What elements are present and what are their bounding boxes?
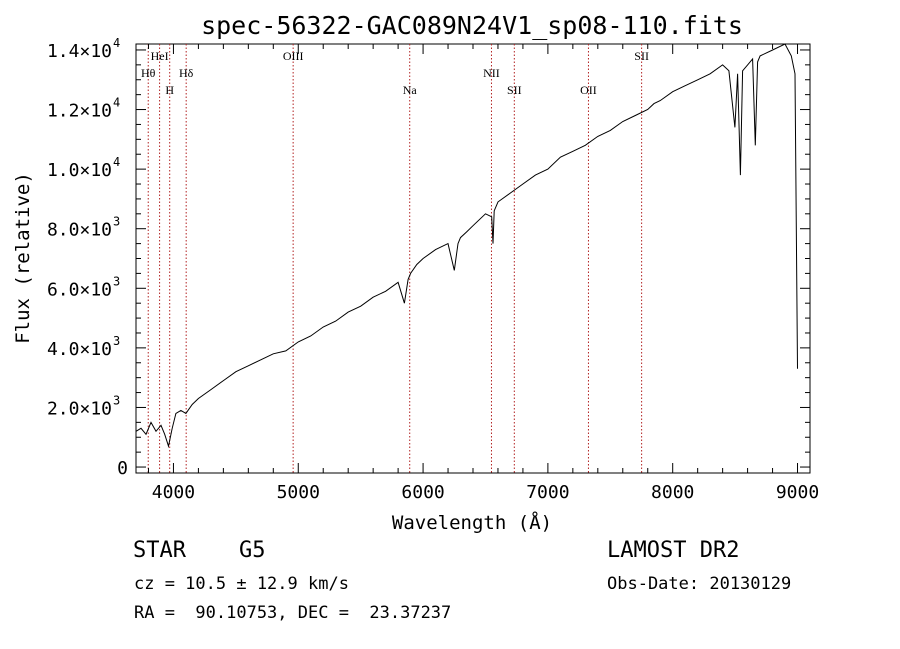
y-tick-mantissa: 6.0×10 (47, 279, 112, 300)
x-tick-label: 9000 (776, 482, 819, 503)
y-tick-label: 1.0×10 4 (47, 155, 120, 181)
redshift-info: cz = 10.5 ± 12.9 km/s (134, 574, 349, 594)
x-axis-ticks: 4000 5000 6000 7000 8000 9000 (147, 44, 819, 503)
line-label: OII (580, 83, 597, 97)
y-tick-mantissa: 8.0×10 (47, 220, 112, 241)
y-tick-exponent: 4 (113, 155, 120, 169)
y-tick-label: 6.0×10 3 (47, 274, 120, 300)
y-tick-exponent: 3 (113, 215, 120, 229)
line-markers: Hθ HeI H Hδ OIII Na NII SII OII SII (141, 44, 649, 473)
x-tick-label: 7000 (526, 482, 569, 503)
chart-title: spec-56322-GAC089N24V1_sp08-110.fits (201, 11, 743, 40)
y-tick-mantissa: 1.0×10 (47, 160, 112, 181)
object-class: STAR G5 (133, 538, 266, 563)
spectrum-chart: spec-56322-GAC089N24V1_sp08-110.fits HθH… (12, 11, 819, 534)
y-tick-mantissa: 1.2×10 (47, 101, 112, 122)
plot-frame (135, 43, 811, 474)
x-tick-label: 6000 (401, 482, 444, 503)
coordinates: RA = 90.10753, DEC = 23.37237 (134, 603, 452, 623)
y-tick-exponent: 4 (113, 96, 120, 110)
obs-date: Obs-Date: 20130129 (607, 574, 792, 594)
x-tick-label: 4000 (152, 482, 195, 503)
y-axis-label: Flux (relative) (12, 172, 34, 344)
y-tick-label: 2.0×10 3 (47, 393, 120, 419)
spectrum-layer (135, 43, 798, 449)
x-axis-label: Wavelength (Å) (392, 511, 552, 534)
line-label: OIII (283, 49, 304, 63)
y-tick-mantissa: 4.0×10 (47, 339, 112, 360)
line-label: HeI (151, 49, 169, 63)
y-tick-label: 8.0×10 3 (47, 215, 120, 241)
y-tick-exponent: 3 (113, 334, 120, 348)
y-tick-mantissa: 0 (117, 458, 128, 479)
y-tick-mantissa: 1.4×10 (47, 41, 112, 62)
x-tick-label: 8000 (651, 482, 694, 503)
y-tick-label: 1.2×10 4 (47, 96, 120, 122)
spectrum-line (135, 43, 798, 449)
line-label: H (165, 83, 174, 97)
y-tick-exponent: 3 (113, 393, 120, 407)
line-label: Na (403, 83, 418, 97)
y-tick-label: 1.4×10 4 (47, 36, 120, 62)
y-tick-label: 0 (117, 458, 128, 479)
line-label: Hθ (141, 66, 156, 80)
line-label: Hδ (179, 66, 194, 80)
y-tick-exponent: 4 (113, 36, 120, 50)
line-label: SII (634, 49, 649, 63)
y-tick-label: 4.0×10 3 (47, 334, 120, 360)
survey-name: LAMOST DR2 (607, 538, 740, 563)
line-label: SII (507, 83, 522, 97)
x-tick-label: 5000 (277, 482, 320, 503)
y-tick-exponent: 3 (113, 274, 120, 288)
y-axis-ticks: 02.0×10 34.0×10 36.0×10 38.0×10 31.0×10 41.2×… (47, 36, 810, 479)
line-label: NII (483, 66, 500, 80)
y-tick-mantissa: 2.0×10 (47, 398, 112, 419)
